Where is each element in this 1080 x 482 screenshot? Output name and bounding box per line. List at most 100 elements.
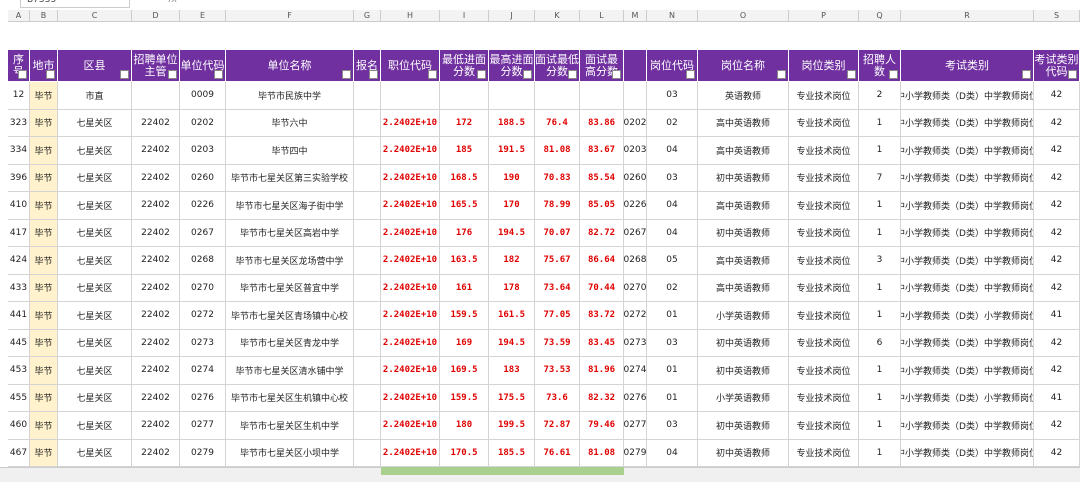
filter-button[interactable] [523,70,532,79]
data-cell: 03 [647,164,698,192]
filter-button[interactable] [428,70,437,79]
data-cell: 毕节 [30,412,58,440]
data-cell: 毕节 [30,357,58,385]
data-cell: 159.5 [440,384,489,412]
header-cell: 单位名称 [226,50,354,82]
header-cell [624,50,647,82]
header-cell: 单位代码 [180,50,226,82]
data-cell [440,82,489,110]
data-cell: 70.83 [535,164,580,192]
header-cell: 最高进面分数 [489,50,535,82]
filter-button[interactable] [1022,70,1031,79]
data-cell: 中小学教师类（D类）中学教师岗位 [901,137,1034,165]
data-cell: 七星关区 [58,329,132,357]
formula-icon[interactable]: fx [168,0,177,5]
data-cell: 1 [859,439,901,467]
data-cell: 185 [440,137,489,165]
filter-button[interactable] [214,70,223,79]
data-cell: 22402 [132,109,180,137]
filter-button[interactable] [477,70,486,79]
data-cell: 0009 [180,82,226,110]
data-cell: 毕节市七星关区青龙中学 [226,329,354,357]
data-cell: 433 [8,274,30,302]
data-cell: 高中英语教师 [698,247,789,275]
data-cell: 专业技术岗位 [789,82,859,110]
data-cell: 168.5 [440,164,489,192]
column-letter: N [647,10,698,22]
filter-button[interactable] [168,70,177,79]
data-cell: 初中英语教师 [698,329,789,357]
data-cell: 42 [1034,82,1080,110]
data-cell: 2.2402E+10 [381,164,440,192]
data-cell: 1 [859,137,901,165]
header-cell: 岗位类别 [789,50,859,82]
data-cell: 175.5 [489,384,535,412]
filter-button[interactable] [120,70,129,79]
data-cell: 0203 [180,137,226,165]
filter-button[interactable] [342,70,351,79]
data-cell: 0279 [180,439,226,467]
data-cell: 专业技术岗位 [789,247,859,275]
filter-button[interactable] [18,70,27,79]
filter-button[interactable] [1068,70,1077,79]
data-cell: 41 [1034,302,1080,330]
filter-button[interactable] [568,70,577,79]
data-cell: 0203 [624,137,647,165]
data-cell: 专业技术岗位 [789,302,859,330]
data-cell: 2.2402E+10 [381,192,440,220]
data-cell: 七星关区 [58,302,132,330]
data-cell [354,247,381,275]
data-cell: 81.96 [580,357,624,385]
filter-button[interactable] [777,70,786,79]
data-cell: 22402 [132,439,180,467]
data-cell [354,329,381,357]
filter-button[interactable] [612,70,621,79]
data-cell: 毕节市七星关区普宜中学 [226,274,354,302]
data-cell: 441 [8,302,30,330]
data-cell: 82.72 [580,219,624,247]
data-cell: 78.99 [535,192,580,220]
data-cell: 0274 [624,357,647,385]
column-letter: H [381,10,440,22]
filter-button[interactable] [46,70,55,79]
data-cell: 22402 [132,384,180,412]
name-box[interactable]: B7533 [20,0,130,8]
data-cell [354,274,381,302]
filter-button[interactable] [889,70,898,79]
data-cell: 460 [8,412,30,440]
data-cell: 76.4 [535,109,580,137]
data-cell: 85.05 [580,192,624,220]
data-cell: 76.61 [535,439,580,467]
data-cell: 毕节 [30,247,58,275]
column-letter: J [489,10,535,22]
header-cell: 序号 [8,50,30,82]
data-cell: 2.2402E+10 [381,384,440,412]
data-cell: 七星关区 [58,357,132,385]
data-cell: 42 [1034,192,1080,220]
column-letter: A [8,10,30,22]
data-cell: 2.2402E+10 [381,274,440,302]
data-cell: 170 [489,192,535,220]
data-cell: 180 [440,412,489,440]
filter-button[interactable] [369,70,378,79]
data-cell: 七星关区 [58,164,132,192]
data-cell: 毕节市七星关区第三实验学校 [226,164,354,192]
data-cell [354,82,381,110]
data-cell: 22402 [132,412,180,440]
data-cell: 专业技术岗位 [789,192,859,220]
data-cell: 7 [859,164,901,192]
header-cell: 岗位代码 [647,50,698,82]
data-cell: 01 [647,302,698,330]
filter-button[interactable] [847,70,856,79]
data-cell: 12 [8,82,30,110]
data-cell [354,109,381,137]
data-cell: 2.2402E+10 [381,329,440,357]
data-cell: 高中英语教师 [698,109,789,137]
data-cell: 初中英语教师 [698,219,789,247]
data-cell: 2.2402E+10 [381,247,440,275]
data-cell: 0268 [624,247,647,275]
data-cell: 专业技术岗位 [789,384,859,412]
column-letter: C [58,10,132,22]
data-cell: 73.64 [535,274,580,302]
filter-button[interactable] [686,70,695,79]
